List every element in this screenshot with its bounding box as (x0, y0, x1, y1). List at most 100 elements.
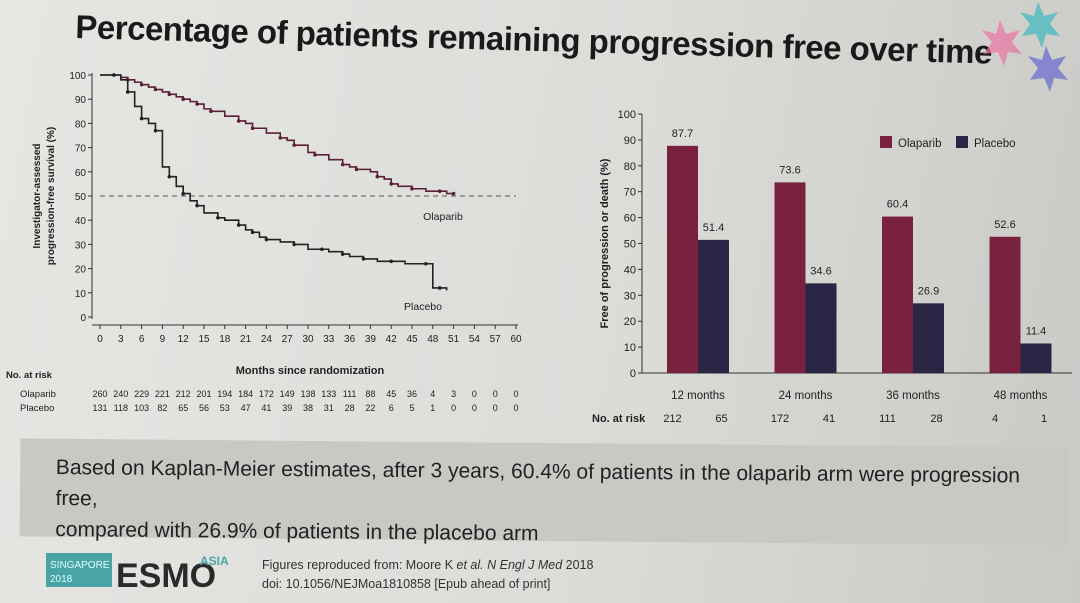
km-at-risk-value: 3 (451, 389, 456, 399)
km-censor-mark (375, 174, 380, 179)
km-at-risk-value: 6 (389, 403, 394, 413)
km-at-risk-value: 41 (261, 403, 271, 413)
km-censor-mark (139, 82, 144, 87)
km-at-risk-value: 45 (386, 389, 396, 399)
logo-name: ESMO (116, 557, 216, 591)
km-at-risk-value: 1 (430, 403, 435, 413)
km-at-risk-value: 28 (345, 403, 355, 413)
bar-y-tick-label: 0 (630, 368, 636, 380)
km-censor-mark (451, 191, 456, 196)
bar-olaparib (989, 236, 1021, 373)
km-y-axis-label-2: progression-free survival (%) (46, 127, 57, 265)
km-censor-mark (181, 191, 185, 196)
bar-y-tick-label: 80 (624, 161, 636, 173)
km-x-tick-label: 57 (490, 334, 502, 345)
km-at-risk-row-label: Olaparib (20, 389, 56, 400)
km-x-tick-label: 33 (323, 334, 335, 345)
km-at-risk-value: 212 (176, 389, 191, 399)
km-censor-mark (153, 87, 158, 92)
km-x-tick-label: 48 (427, 334, 439, 345)
km-censor-mark (437, 286, 442, 290)
bar-y-tick-label: 30 (624, 290, 636, 302)
bar-y-tick-label: 100 (618, 109, 636, 121)
km-censor-mark (278, 136, 283, 140)
bar-value-label: 52.6 (994, 219, 1015, 231)
reference-year: 2018 (562, 558, 594, 572)
km-censor-mark (167, 92, 172, 97)
bar-at-risk-olaparib: 4 (992, 413, 998, 425)
km-at-risk-value: 56 (199, 403, 209, 413)
km-at-risk-value: 221 (155, 389, 170, 399)
km-x-tick-label: 42 (386, 334, 398, 345)
bar-value-label: 60.4 (887, 199, 908, 211)
km-series-line-olaparib (100, 74, 454, 195)
bar-y-tick-label: 70 (624, 187, 636, 199)
bar-y-tick-label: 40 (624, 264, 636, 276)
km-x-tick-label: 60 (510, 334, 522, 345)
reference-journal: N Engl J Med (483, 558, 563, 572)
km-censor-mark (236, 223, 241, 227)
km-censor-mark (361, 257, 366, 261)
bar-placebo (698, 239, 729, 373)
km-x-tick-label: 0 (97, 334, 103, 345)
km-censor-mark (195, 203, 199, 208)
bar-legend-label-placebo: Placebo (974, 138, 1016, 150)
km-at-risk-value: 172 (259, 389, 274, 399)
bar-at-risk-placebo: 28 (930, 413, 942, 425)
km-series-label-placebo: Placebo (404, 301, 442, 313)
bar-olaparib (882, 216, 913, 373)
summary-text: Based on Kaplan-Meier estimates, after 3… (55, 452, 1056, 554)
bar-value-label: 34.6 (810, 265, 831, 277)
km-censor-mark (292, 242, 296, 247)
km-censor-mark (250, 126, 255, 131)
km-at-risk-value: 36 (407, 389, 417, 399)
km-at-risk-value: 0 (472, 389, 477, 399)
km-at-risk-value: 229 (134, 389, 149, 399)
flower-logo-icon (982, 2, 1068, 92)
bar-value-label: 26.9 (918, 285, 939, 297)
km-at-risk-value: 0 (493, 389, 498, 399)
km-x-tick-label: 39 (365, 334, 377, 345)
reference-etal: et al. (456, 558, 484, 572)
bar-y-tick-label: 90 (624, 135, 636, 147)
km-censor-mark (313, 153, 317, 157)
km-at-risk-title: No. at risk (6, 370, 53, 381)
km-x-tick-label: 45 (406, 334, 418, 345)
km-censor-mark (340, 252, 345, 256)
km-censor-mark (320, 247, 324, 252)
km-x-tick-label: 12 (178, 334, 190, 345)
figure-reference: Figures reproduced from: Moore K et al. … (262, 556, 593, 594)
logo-year: 2018 (50, 574, 73, 585)
km-x-tick-label: 30 (302, 334, 314, 345)
km-at-risk-value: 201 (196, 389, 211, 399)
bar-legend-swatch-olaparib (880, 136, 892, 148)
km-censor-mark (112, 73, 116, 77)
bar-legend-swatch-placebo (956, 136, 968, 148)
km-at-risk-value: 0 (472, 403, 477, 413)
km-at-risk-value: 133 (321, 389, 336, 399)
summary-line-1: Based on Kaplan-Meier estimates, after 3… (55, 455, 1021, 511)
km-censor-mark (167, 174, 172, 179)
km-censor-mark (437, 189, 442, 193)
bar-category-label: 48 months (994, 390, 1048, 402)
bar-at-risk-placebo: 41 (823, 413, 835, 425)
bar-legend-label-olaparib: Olaparib (898, 138, 941, 150)
bar-y-tick-label: 60 (624, 213, 636, 225)
km-at-risk-value: 118 (114, 403, 128, 413)
esmo-asia-logo: SINGAPORE 2018 ESMO ASIA (46, 553, 229, 591)
km-at-risk-value: 184 (238, 389, 253, 399)
km-censor-mark (216, 215, 220, 220)
km-y-tick-label: 70 (75, 144, 87, 155)
km-y-tick-label: 0 (80, 313, 86, 324)
pfs-bar-chart: 0 10 20 30 40 50 60 70 80 90 100 Free of progressio… (592, 109, 1072, 425)
km-at-risk-value: 111 (343, 389, 357, 399)
km-censor-mark (139, 116, 144, 121)
logo-suffix: ASIA (200, 554, 229, 568)
reference-authors: Figures reproduced from: Moore K (262, 558, 457, 572)
km-at-risk-row-label: Placebo (20, 403, 54, 414)
logo-location: SINGAPORE (50, 560, 110, 571)
bar-value-label: 73.6 (779, 164, 800, 176)
km-x-tick-label: 3 (118, 334, 124, 345)
km-x-tick-label: 21 (240, 334, 252, 345)
